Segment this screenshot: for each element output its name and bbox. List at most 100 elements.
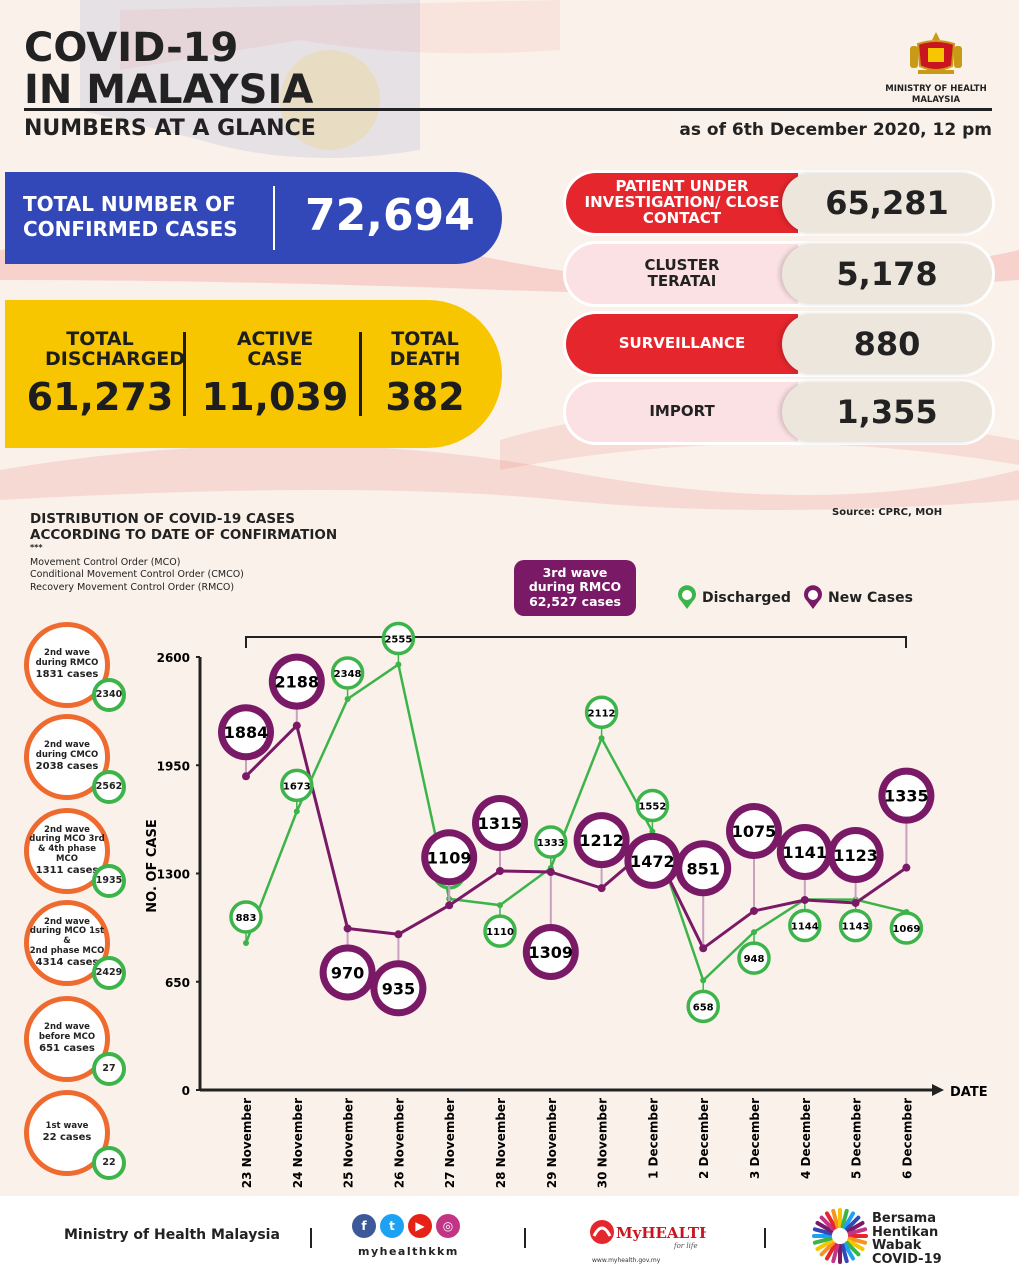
new-cases-bubble [631,839,674,882]
new-cases-bubble [834,833,877,876]
sunburst-ray [845,1215,861,1231]
new-cases-bubble [275,660,318,703]
new-cases-value-label: 2188 [275,673,320,692]
discharged-value-label: 1144 [791,921,819,932]
side-wave-text: during RMCO [35,658,99,669]
discharged-value-label: 2112 [588,708,616,719]
social-icons: f t ▶ ◎ [352,1214,460,1238]
discharged-label: TOTAL DISCHARGED [45,328,186,370]
page-title-line1: COVID-19 [24,25,239,71]
instagram-icon[interactable]: ◎ [436,1214,460,1238]
discharged-value-label: 883 [236,913,257,924]
sunburst-ray [845,1241,861,1257]
rmco-bracket [245,636,907,648]
confirmed-cases-panel: TOTAL NUMBER OF CONFIRMED CASES 72,694 [5,172,502,264]
bh-line3: Wabak [872,1238,922,1254]
discharged-pin-icon [678,585,696,609]
breakdown-pui: PATIENT UNDER INVESTIGATION/ CLOSE CONTA… [566,173,992,233]
youtube-icon[interactable]: ▶ [408,1214,432,1238]
new-cases-bubble [225,711,267,754]
side-wave-text: 2nd wave [44,648,90,659]
new-cases-value-label: 1212 [579,831,624,850]
y-tick-label: 1950 [157,759,190,773]
discharged-bubble [330,656,365,690]
discharged-bubble [483,914,517,948]
side-wave-text: 651 cases [39,1043,95,1055]
third-wave-badge: 3rd wave during RMCO 62,527 cases [514,560,636,616]
discharged-bubble [889,911,924,945]
discharged-bubble [381,621,416,656]
discharged-value-label: 1110 [486,927,514,938]
new-cases-point [546,868,555,877]
side-wave-text: 1831 cases [35,669,99,681]
breakdown-import: IMPORT 1,355 [566,382,992,442]
new-cases-bubble [885,774,928,817]
side-wave-text: during CMCO [35,750,99,761]
twitter-icon[interactable]: t [380,1214,404,1238]
sunburst-ray [819,1215,835,1231]
new-cases-bubble [479,802,521,845]
new-cases-pin-icon [804,585,822,609]
active-label: ACTIVE CASE [236,328,314,370]
cmco-label: Conditional Movement Control Order (CMCO… [30,569,244,581]
footer-separator [524,1228,526,1248]
new-cases-point [750,906,758,915]
footer-ministry: Ministry of Health Malaysia [64,1227,280,1243]
x-tick-label: 23 November [240,1098,254,1188]
x-tick-label: 29 November [545,1098,559,1188]
sunburst-ray [847,1236,868,1245]
myhealth-url: www.myhealth.gov.my [592,1257,661,1264]
side-wave-text: during MCO 3rd [29,834,105,845]
new-cases-value-label: 1472 [630,852,675,871]
social-handle[interactable]: myhealthkkm [358,1245,459,1258]
new-cases-value-label: 935 [382,979,415,998]
breakdown-value: 880 [782,314,992,374]
discharged-value-label: 1673 [283,781,311,792]
outcome-divider [183,332,186,416]
sunburst-ray [831,1208,840,1229]
new-cases-bubble [783,830,826,873]
discharged-value-label: 1552 [638,802,666,813]
ministry-logo: MINISTRY OF HEALTH MALAYSIA [880,30,992,105]
x-tick-label: 6 December [900,1098,914,1179]
page-title-line2: IN MALAYSIA [24,67,314,113]
discharged-bubble [635,788,670,823]
new-cases-value-label: 970 [331,963,364,982]
sunburst-icon [812,1208,868,1264]
sunburst-ray [825,1211,837,1230]
sunburst-ray [843,1242,855,1261]
breakdown-value: 65,281 [782,173,992,233]
discharged-value-label: 1143 [842,922,870,933]
distribution-title-line1: DISTRIBUTION OF COVID-19 CASES [30,511,295,527]
coat-of-arms-icon [910,32,962,74]
new-cases-line [244,722,908,951]
y-tick-label: 1300 [157,868,190,882]
sunburst-ray [812,1227,833,1236]
death-stat: TOTAL DEATH 382 [375,329,475,416]
new-cases-value-label: 1075 [732,822,777,841]
new-cases-bubble [428,836,471,879]
new-cases-point [242,772,250,781]
side-wave-text: 2nd phase MCO [29,946,105,957]
new-cases-bubble [326,951,369,994]
new-cases-point [292,721,301,730]
facebook-icon[interactable]: f [352,1214,376,1238]
new-cases-point [445,901,454,910]
confirmed-label: TOTAL NUMBER OF CONFIRMED CASES [23,192,238,241]
page-subtitle: NUMBERS AT A GLANCE [24,116,316,141]
discharged-bubble [534,825,568,859]
bh-line4: COVID-19 [872,1251,942,1267]
discharged-value-label: 2348 [334,669,362,680]
discharged-value-label: 948 [744,954,765,965]
side-wave-discharged-badge: 27 [92,1052,126,1086]
legend-new-cases: New Cases [802,585,913,611]
discharged-bubble [737,941,771,975]
footer-separator [310,1228,312,1248]
side-wave-discharged-badge: 2429 [92,956,126,990]
discharged-stat: TOTAL DISCHARGED 61,273 [25,328,186,416]
side-wave-discharged-badge: 2562 [92,770,126,804]
rmco-label: Recovery Movement Control Order (RMCO) [30,581,235,593]
x-tick-label: 2 December [697,1098,711,1179]
x-tick-label: 3 December [748,1098,762,1179]
side-wave-discharged-badge: 22 [92,1146,126,1180]
